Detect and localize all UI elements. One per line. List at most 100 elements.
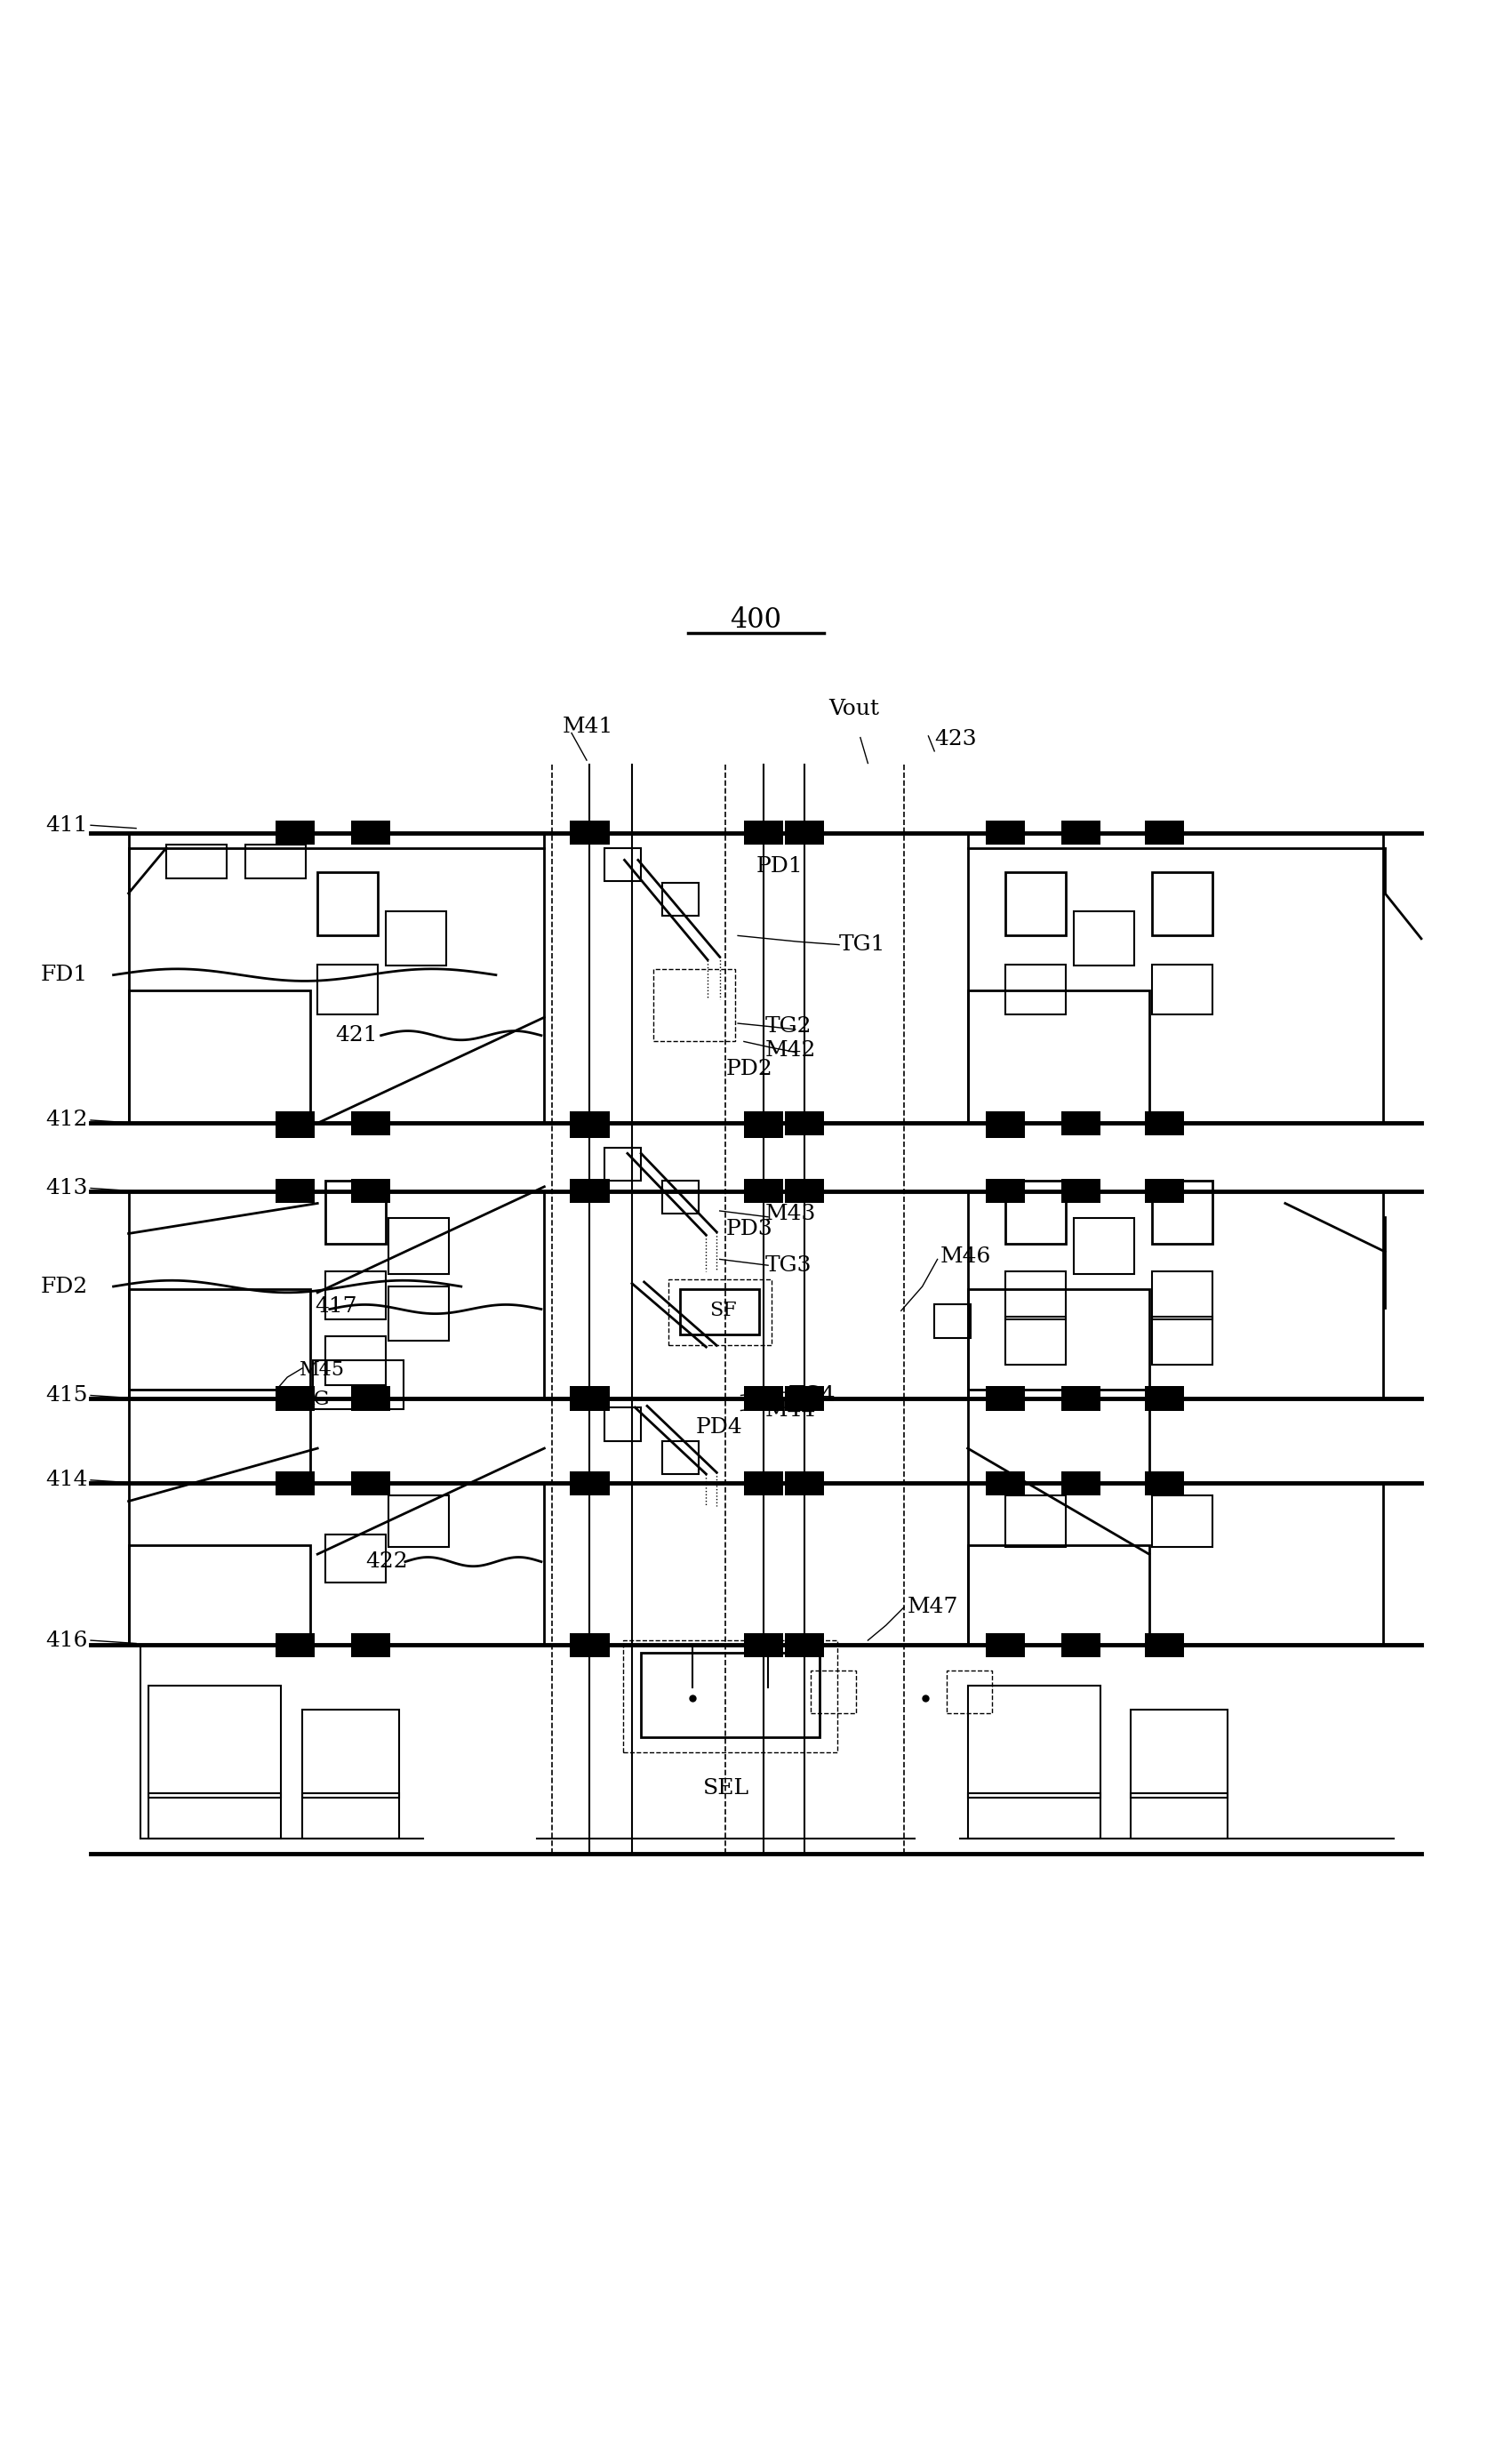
Bar — [570, 1111, 609, 1135]
Bar — [302, 1709, 399, 1797]
Bar — [1005, 1317, 1066, 1366]
Bar — [605, 1148, 641, 1179]
Bar — [986, 821, 1025, 846]
Bar — [351, 1633, 390, 1658]
Bar — [1131, 1792, 1228, 1839]
Bar — [1005, 1273, 1066, 1319]
Text: SF: SF — [709, 1302, 736, 1322]
Bar — [275, 821, 314, 846]
Bar — [744, 1385, 783, 1410]
Text: 415: 415 — [45, 1385, 88, 1405]
Bar — [351, 1111, 390, 1135]
Bar — [968, 1792, 1101, 1839]
Bar — [986, 1471, 1025, 1496]
Text: RG: RG — [299, 1390, 330, 1410]
Bar — [662, 1442, 699, 1474]
Bar — [1145, 1471, 1184, 1496]
Bar — [129, 1192, 544, 1398]
Bar — [1152, 964, 1213, 1015]
Text: 417: 417 — [314, 1297, 357, 1317]
Bar — [570, 1385, 609, 1410]
Bar — [389, 1219, 449, 1275]
Text: M45: M45 — [299, 1361, 345, 1380]
Bar — [275, 1111, 314, 1135]
Bar — [1005, 964, 1066, 1015]
Bar — [934, 1304, 971, 1339]
Bar — [744, 1471, 783, 1496]
Bar — [570, 1633, 609, 1658]
Text: M44: M44 — [765, 1400, 816, 1420]
Text: 422: 422 — [366, 1552, 408, 1572]
Bar — [662, 883, 699, 917]
Bar — [785, 1633, 824, 1658]
Bar — [313, 1361, 404, 1410]
Bar — [570, 1118, 609, 1138]
Bar — [325, 1273, 386, 1319]
Bar — [245, 846, 305, 878]
Text: FD1: FD1 — [41, 964, 88, 986]
Text: PD1: PD1 — [756, 856, 803, 875]
Bar — [1145, 1385, 1184, 1410]
Text: PD2: PD2 — [726, 1059, 773, 1079]
Text: FD2: FD2 — [41, 1277, 88, 1297]
Text: 412: 412 — [45, 1111, 88, 1130]
Bar — [351, 1179, 390, 1204]
Text: 414: 414 — [45, 1469, 88, 1491]
Text: 411: 411 — [45, 814, 88, 836]
Bar — [785, 1471, 824, 1496]
Bar — [570, 821, 609, 846]
Bar — [148, 1685, 281, 1797]
Bar — [605, 1407, 641, 1442]
Bar — [148, 1792, 281, 1839]
Bar — [275, 1633, 314, 1658]
Bar — [1074, 912, 1134, 966]
Bar — [1145, 1633, 1184, 1658]
Bar — [302, 1792, 399, 1839]
Text: M41: M41 — [562, 716, 614, 738]
Bar — [1145, 1111, 1184, 1135]
Bar — [968, 1192, 1383, 1398]
Bar — [1152, 1496, 1213, 1547]
Bar — [1145, 821, 1184, 846]
Bar — [641, 1653, 820, 1736]
Text: 423: 423 — [934, 728, 977, 750]
Bar — [605, 848, 641, 880]
Bar — [785, 1111, 824, 1135]
Bar — [351, 821, 390, 846]
Bar — [785, 821, 824, 846]
Bar — [680, 1290, 759, 1334]
Text: TG2: TG2 — [765, 1015, 812, 1037]
Bar — [785, 1179, 824, 1204]
Bar — [1061, 1471, 1101, 1496]
Bar — [653, 969, 735, 1042]
Bar — [1061, 821, 1101, 846]
Bar — [1061, 1633, 1101, 1658]
Text: Vout: Vout — [829, 699, 880, 718]
Text: PD3: PD3 — [726, 1219, 773, 1238]
Bar — [389, 1287, 449, 1341]
Bar — [1061, 1111, 1101, 1135]
Bar — [986, 1118, 1025, 1138]
Bar — [1005, 873, 1066, 937]
Bar — [662, 1179, 699, 1214]
Bar — [570, 1179, 609, 1204]
Bar — [275, 1385, 314, 1410]
Bar — [1005, 1496, 1066, 1547]
Text: 400: 400 — [730, 606, 782, 633]
Bar — [623, 1640, 838, 1753]
Bar — [968, 1483, 1383, 1645]
Bar — [389, 1496, 449, 1547]
Bar — [1061, 1385, 1101, 1410]
Text: TG3: TG3 — [765, 1255, 812, 1275]
Bar — [129, 991, 310, 1123]
Bar — [968, 1290, 1149, 1398]
Text: M42: M42 — [765, 1040, 816, 1062]
Text: SEL: SEL — [703, 1778, 748, 1800]
Bar — [1152, 873, 1213, 937]
Bar — [947, 1670, 992, 1714]
Text: TG1: TG1 — [839, 934, 886, 954]
Bar — [275, 1471, 314, 1496]
Bar — [986, 1179, 1025, 1204]
Bar — [668, 1280, 771, 1346]
Text: 421: 421 — [336, 1025, 378, 1045]
